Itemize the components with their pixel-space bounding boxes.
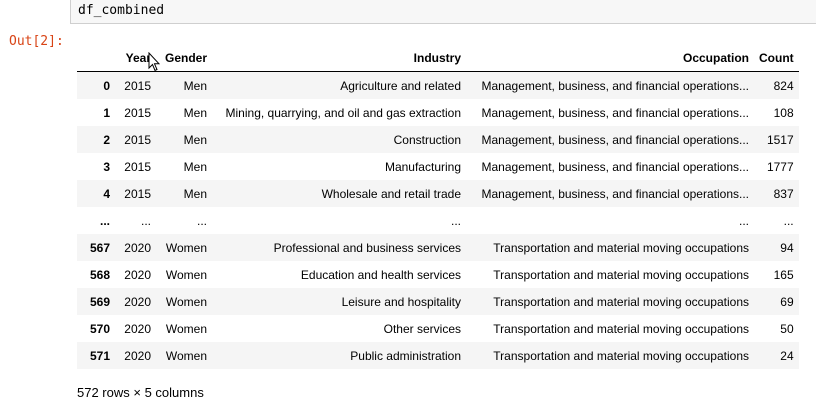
count-cell: 50 (780, 321, 794, 336)
gender-cell: Women (165, 348, 207, 363)
count-cell: 1777 (766, 159, 794, 174)
table-row: 3 2015 Men Manufacturing Management, busines… (77, 153, 799, 180)
year-cell: 2020 (124, 240, 151, 255)
index-cell: 569 (89, 294, 110, 309)
year-cell: 2020 (124, 321, 151, 336)
gender-cell: Women (165, 267, 207, 282)
count-cell: 108 (773, 105, 794, 120)
occupation-cell: ... (738, 213, 749, 228)
occupation-cell: Management, business, and financial oper… (481, 78, 750, 93)
table-row: .................. (77, 207, 799, 234)
index-cell: 3 (103, 159, 110, 174)
table-row: 0 2015 Men Agriculture and related Managemen… (77, 71, 799, 99)
occupation-cell: Transportation and material moving occup… (493, 348, 749, 363)
year-cell: 2015 (124, 159, 151, 174)
count-cell: 824 (773, 78, 794, 93)
table-row: 4 2015 Men Wholesale and retail trade Manage… (77, 180, 799, 207)
gender-cell: Men (183, 186, 207, 201)
table-header-row: Year Gender Industry Occupation Count (77, 45, 799, 72)
industry-cell: Leisure and hospitality (341, 294, 461, 309)
occupation-cell: Transportation and material moving occup… (493, 267, 749, 282)
index-cell: 4 (103, 186, 110, 201)
industry-cell: Professional and business services (273, 240, 461, 255)
gender-cell: Women (165, 240, 207, 255)
industry-cell: Other services (383, 321, 461, 336)
industry-cell: Mining, quarrying, and oil and gas extra… (225, 105, 461, 120)
index-cell: 571 (89, 348, 110, 363)
count-cell: 165 (773, 267, 794, 282)
index-cell: 0 (103, 78, 110, 93)
year-cell: 2015 (124, 186, 151, 201)
year-cell: 2015 (124, 105, 151, 120)
output-prompt: Out[2]: (9, 34, 64, 49)
count-cell: 24 (780, 348, 794, 363)
gender-header: Gender (156, 45, 212, 72)
count-cell: 69 (780, 294, 794, 309)
gender-cell: ... (196, 213, 207, 228)
gender-cell: Women (165, 321, 207, 336)
count-cell: ... (783, 213, 794, 228)
count-header: Count (754, 45, 799, 72)
year-cell: ... (140, 213, 151, 228)
occupation-cell: Management, business, and financial oper… (481, 132, 750, 147)
year-cell: 2020 (124, 294, 151, 309)
count-cell: 94 (780, 240, 794, 255)
industry-cell: ... (450, 213, 461, 228)
table-row: 568 2020 Women Education and health service… (77, 261, 799, 288)
count-cell: 837 (773, 186, 794, 201)
occupation-cell: Management, business, and financial oper… (481, 159, 750, 174)
occupation-cell: Transportation and material moving occup… (493, 321, 749, 336)
table-row: 571 2020 Women Public administration Transpo… (77, 342, 799, 369)
year-cell: 2020 (124, 267, 151, 282)
gender-cell: Men (183, 105, 207, 120)
gender-cell: Women (165, 294, 207, 309)
industry-header: Industry (212, 45, 466, 72)
table-row: 2 2015 Men Construction Management, business… (77, 126, 799, 153)
mouse-pointer-icon (148, 52, 160, 72)
table-row: 570 2020 Women Other services Transportation… (77, 315, 799, 342)
industry-cell: Construction (393, 132, 461, 147)
count-cell: 1517 (766, 132, 794, 147)
year-cell: 2015 (124, 78, 151, 93)
table-row: 1 2015 Men Mining, quarrying, and oil and g… (77, 99, 799, 126)
index-cell: 570 (89, 321, 110, 336)
occupation-cell: Transportation and material moving occup… (493, 240, 749, 255)
industry-cell: Public administration (350, 348, 461, 363)
index-cell: 567 (89, 240, 110, 255)
year-cell: 2015 (124, 132, 151, 147)
index-cell: 568 (89, 267, 110, 282)
index-cell: 1 (103, 105, 110, 120)
code-cell-input[interactable]: df_combined (70, 0, 816, 24)
dataframe-shape-summary: 572 rows × 5 columns (77, 385, 204, 400)
gender-cell: Men (183, 159, 207, 174)
occupation-cell: Management, business, and financial oper… (481, 105, 750, 120)
industry-cell: Wholesale and retail trade (321, 186, 461, 201)
occupation-header: Occupation (466, 45, 754, 72)
table-row: 569 2020 Women Leisure and hospitality Trans… (77, 288, 799, 315)
index-header (77, 45, 115, 72)
industry-cell: Manufacturing (384, 159, 461, 174)
year-cell: 2020 (124, 348, 151, 363)
table-row: 567 2020 Women Professional and business se… (77, 234, 799, 261)
gender-cell: Men (183, 78, 207, 93)
gender-cell: Men (183, 132, 207, 147)
index-cell: 2 (103, 132, 110, 147)
industry-cell: Agriculture and related (340, 78, 461, 93)
occupation-cell: Management, business, and financial oper… (481, 186, 750, 201)
occupation-cell: Transportation and material moving occup… (493, 294, 749, 309)
industry-cell: Education and health services (300, 267, 461, 282)
index-cell: ... (99, 213, 110, 228)
code-text: df_combined (78, 3, 165, 18)
